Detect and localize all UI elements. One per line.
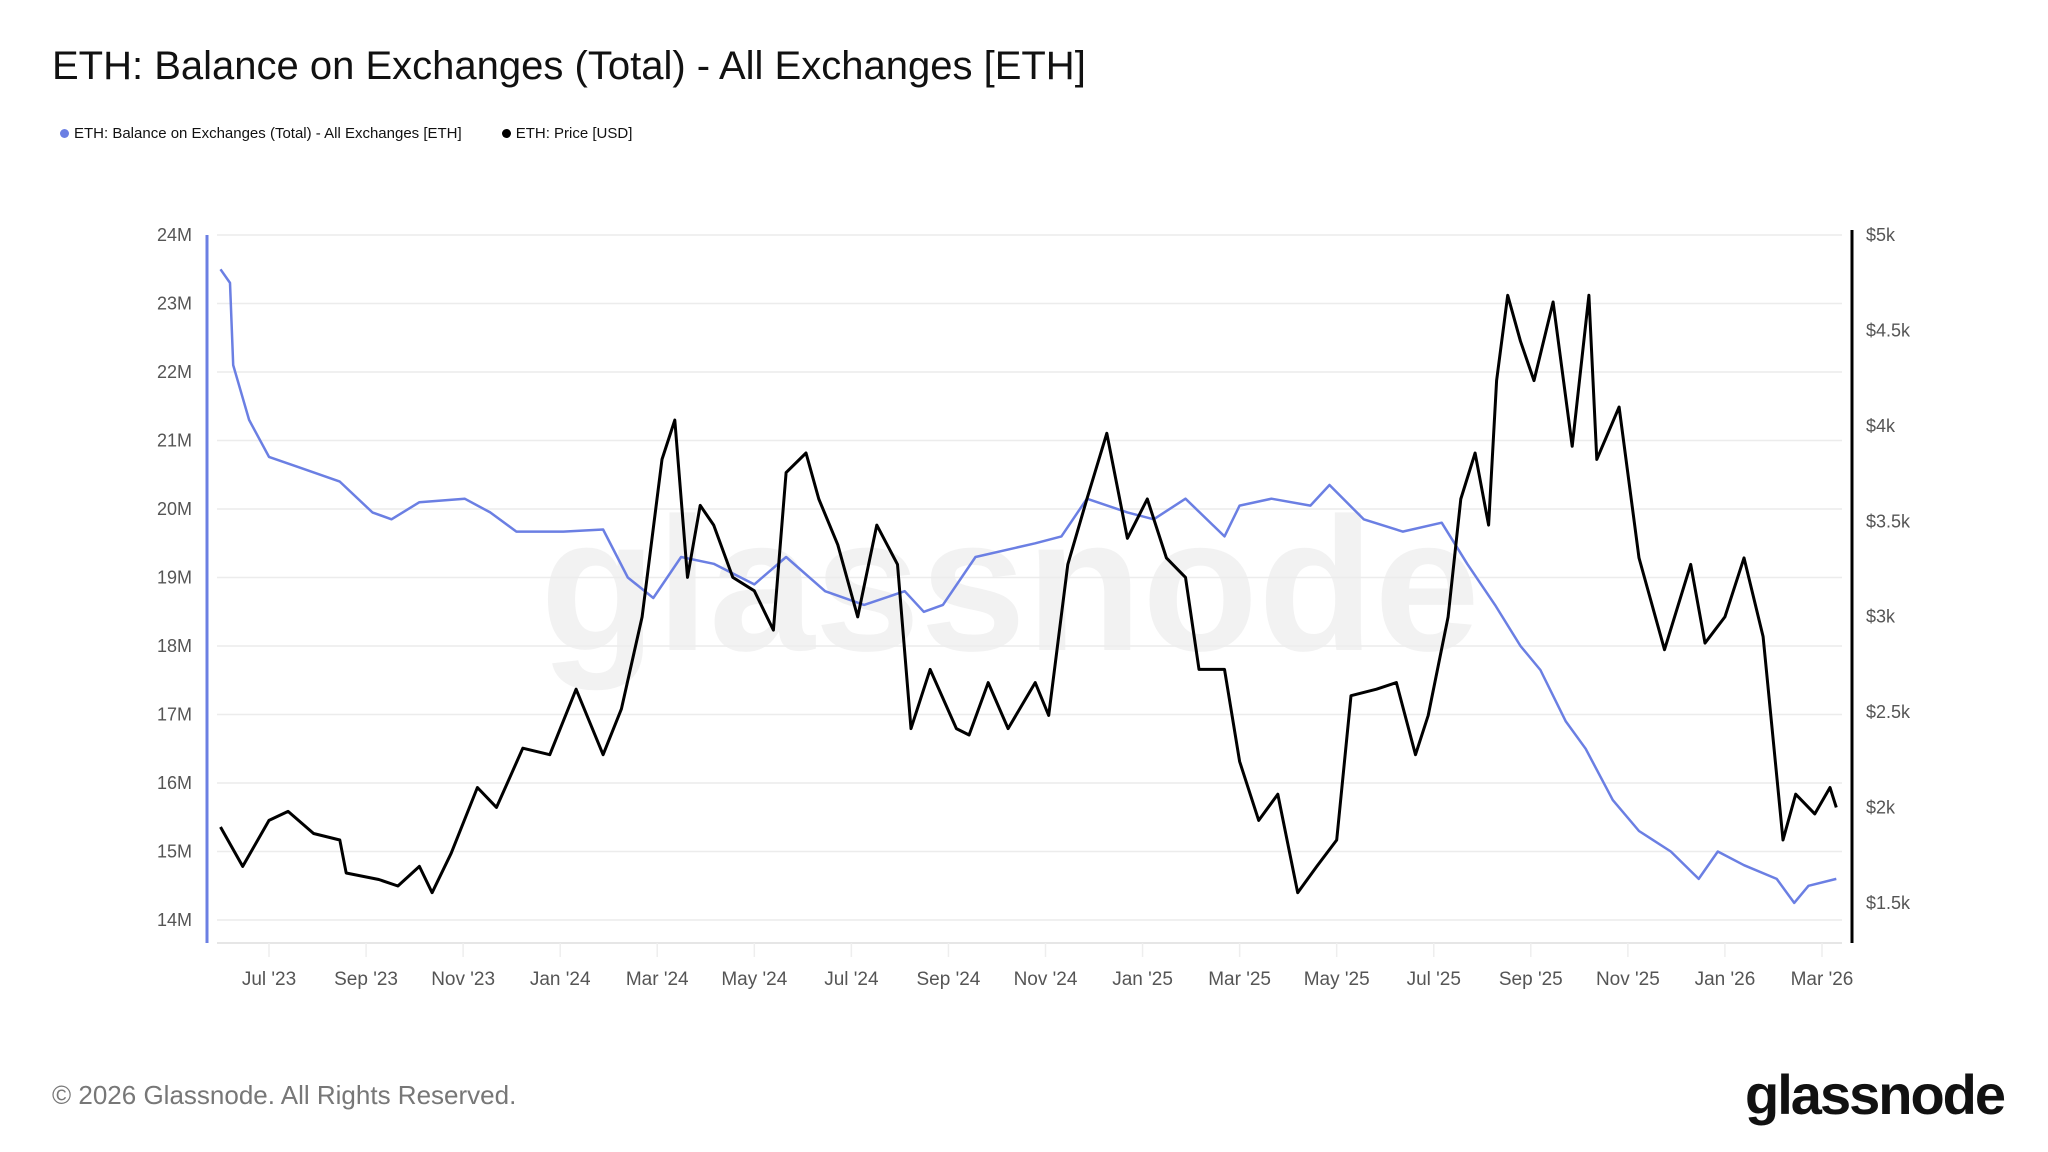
- x-tick-label: Mar '24: [626, 969, 689, 990]
- x-tick-label: Jan '24: [530, 969, 591, 990]
- legend-item-balance[interactable]: ETH: Balance on Exchanges (Total) - All …: [60, 125, 462, 142]
- x-tick-label: Jul '24: [824, 969, 879, 990]
- price-line: [219, 293, 1838, 895]
- x-tick-label: Sep '25: [1499, 969, 1563, 990]
- y-right-tick-label: $3k: [1866, 607, 1896, 627]
- y-right-tick-label: $2.5k: [1866, 702, 1911, 722]
- y-left-tick-label: 21M: [157, 431, 192, 451]
- y-left-tick-label: 14M: [157, 910, 192, 930]
- y-right-tick-label: $5k: [1866, 225, 1896, 245]
- y-right-tick-label: $4k: [1866, 416, 1896, 436]
- y-right-tick-label: $1.5k: [1866, 893, 1911, 913]
- chart-title: ETH: Balance on Exchanges (Total) - All …: [52, 44, 1086, 88]
- x-tick-label: Nov '25: [1596, 969, 1660, 990]
- x-tick-label: Jan '26: [1695, 969, 1756, 990]
- y-left-tick-label: 19M: [157, 568, 192, 588]
- y-left-tick-label: 16M: [157, 773, 192, 793]
- watermark: glassnode: [540, 479, 1480, 691]
- x-tick-label: Nov '23: [431, 969, 495, 990]
- y-right-tick-label: $4.5k: [1866, 320, 1911, 340]
- legend: ETH: Balance on Exchanges (Total) - All …: [60, 125, 632, 142]
- x-tick-label: Sep '24: [917, 969, 981, 990]
- x-tick-label: May '25: [1304, 969, 1370, 990]
- y-right-tick-label: $2k: [1866, 798, 1896, 818]
- legend-label: ETH: Balance on Exchanges (Total) - All …: [74, 125, 462, 142]
- x-tick-label: Jan '25: [1112, 969, 1173, 990]
- x-tick-label: Jul '23: [242, 969, 296, 990]
- y-left-tick-label: 22M: [157, 362, 192, 382]
- x-tick-label: Mar '25: [1208, 969, 1271, 990]
- x-tick-label: Sep '23: [334, 969, 398, 990]
- legend-dot-icon: [60, 129, 69, 138]
- y-left-tick-label: 15M: [157, 842, 192, 862]
- y-left-tick-label: 24M: [157, 225, 192, 245]
- copyright-text: © 2026 Glassnode. All Rights Reserved.: [52, 1080, 517, 1110]
- y-left-tick-label: 23M: [157, 294, 192, 314]
- x-tick-label: Nov '24: [1014, 969, 1078, 990]
- x-tick-label: Jul '25: [1407, 969, 1461, 990]
- x-tick-label: Mar '26: [1791, 969, 1854, 990]
- y-left-tick-label: 20M: [157, 499, 192, 519]
- legend-item-price[interactable]: ETH: Price [USD]: [501, 125, 633, 142]
- legend-dot-icon: [501, 129, 511, 138]
- glassnode-logo: glassnode: [1745, 1063, 2006, 1126]
- y-left-tick-label: 18M: [157, 636, 192, 656]
- y-left-tick-label: 17M: [157, 705, 192, 725]
- legend-label: ETH: Price [USD]: [515, 125, 633, 142]
- y-right-tick-label: $3.5k: [1866, 511, 1911, 531]
- x-tick-label: May '24: [721, 969, 787, 990]
